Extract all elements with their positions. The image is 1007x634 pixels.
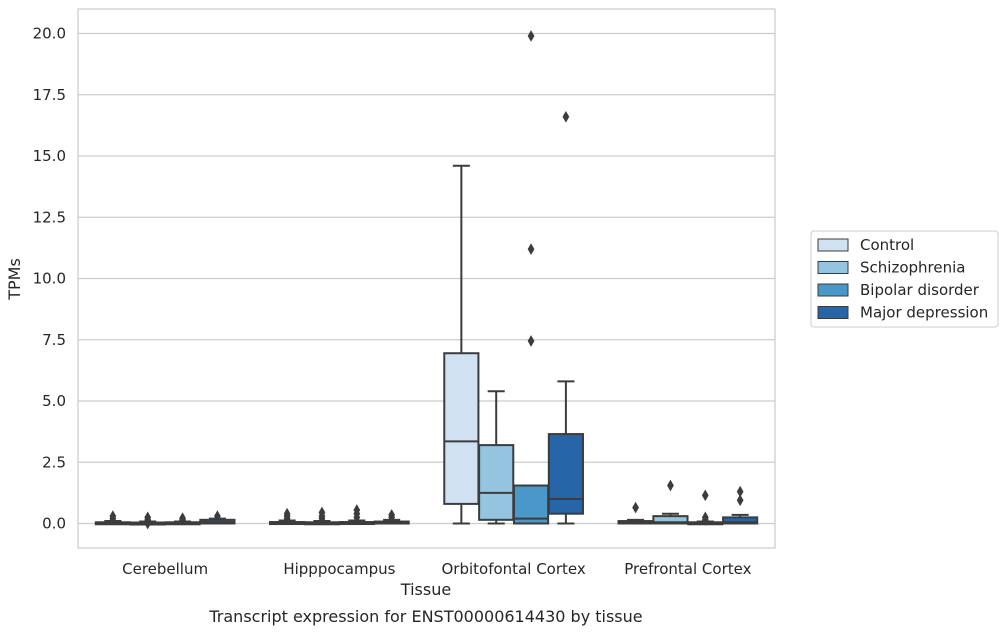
y-tick-label: 7.5 <box>42 331 66 349</box>
iqr-box <box>547 433 584 515</box>
outlier-point <box>353 504 361 516</box>
x-axis-ticks: Cerebellum Hipppocampus Orbitofontal Corte… <box>122 560 751 578</box>
outlier-point <box>214 510 221 522</box>
chart-caption: Transcript expression for ENST0000061443… <box>208 607 642 626</box>
box-major-depression <box>722 485 759 525</box>
outlier-point <box>527 335 535 347</box>
legend-swatch <box>817 238 849 252</box>
iqr-box <box>652 515 689 525</box>
legend-swatch <box>817 261 849 274</box>
y-axis-label: TPMs <box>5 258 24 301</box>
outlier-point <box>318 506 326 519</box>
y-tick-label: 20.0 <box>33 25 66 43</box>
legend-swatch <box>817 283 849 297</box>
iqr-box <box>512 484 550 525</box>
box-control <box>443 164 480 525</box>
box-major-depression <box>373 509 410 525</box>
y-axis-ticks: 0.0 2.5 5.0 7.5 10.0 12.5 15.0 17.5 20.0 <box>33 25 66 533</box>
x-tick-label: Cerebellum <box>122 560 208 578</box>
box-major-depression <box>547 110 584 525</box>
box-bipolar-disorder <box>164 512 201 526</box>
outlier-point <box>179 512 186 524</box>
outlier-point <box>701 489 709 502</box>
outlier-point <box>527 30 535 42</box>
box-control <box>94 510 131 526</box>
outlier-point <box>527 243 535 255</box>
legend-label: Control <box>860 236 914 254</box>
legend-swatch <box>817 306 849 319</box>
iqr-box <box>722 516 759 525</box>
box-bipolar-disorder <box>687 489 724 526</box>
boxes <box>94 30 759 530</box>
legend-label: Schizophrenia <box>860 259 965 277</box>
iqr-box <box>478 444 515 521</box>
y-tick-label: 2.5 <box>42 453 66 471</box>
legend-label: Major depression <box>860 304 988 322</box>
box-schizophrenia <box>652 479 689 525</box>
box-bipolar-disorder <box>512 30 550 525</box>
outlier-point <box>736 494 744 507</box>
y-tick-label: 12.5 <box>33 208 66 226</box>
box-control <box>617 501 654 525</box>
outlier-point <box>388 509 396 521</box>
legend-frame <box>810 230 999 328</box>
box-schizophrenia <box>478 390 515 525</box>
grid-lines <box>78 32 775 525</box>
x-tick-label: Hipppocampus <box>283 560 395 578</box>
box-bipolar-disorder <box>338 504 375 526</box>
y-tick-label: 17.5 <box>33 86 66 104</box>
outlier-point <box>736 485 744 498</box>
y-tick-label: 15.0 <box>33 147 66 165</box>
outlier-point <box>632 501 639 514</box>
box-major-depression <box>199 510 236 525</box>
box-schizophrenia <box>303 506 341 526</box>
outlier-point <box>109 510 117 522</box>
y-tick-label: 5.0 <box>42 392 66 410</box>
outlier-point <box>283 507 291 520</box>
x-axis-label: Tissue <box>400 580 451 599</box>
outlier-point <box>667 479 674 492</box>
y-tick-label: 10.0 <box>33 270 66 288</box>
outlier-point <box>144 511 152 524</box>
legend-label: Bipolar disorder <box>860 281 980 299</box>
outlier-point <box>562 110 570 123</box>
iqr-box <box>443 352 480 505</box>
legend: Control Schizophrenia Bipolar disorder Majo… <box>810 230 999 328</box>
plot-area <box>77 8 776 549</box>
x-tick-label: Orbitofontal Cortex <box>442 560 586 578</box>
outlier-point <box>701 511 709 524</box>
y-tick-label: 0.0 <box>42 515 66 533</box>
box-schizophrenia <box>129 511 166 530</box>
x-tick-label: Prefrontal Cortex <box>624 560 751 578</box>
box-control <box>269 507 306 526</box>
